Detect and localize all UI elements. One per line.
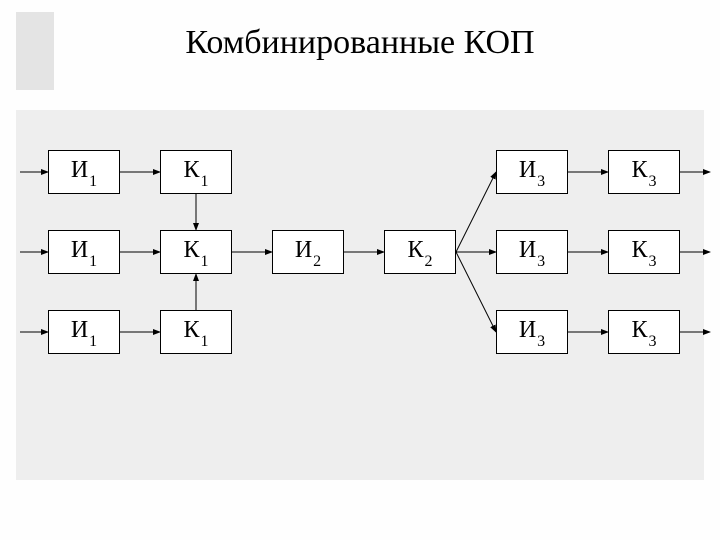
flowchart-node: К1 [160,150,232,194]
flowchart-node: И3 [496,310,568,354]
flowchart-node: И1 [48,310,120,354]
flowchart-node: И3 [496,150,568,194]
flowchart-node: К1 [160,230,232,274]
flowchart-node: К3 [608,150,680,194]
flowchart-node: К1 [160,310,232,354]
flowchart-node: К3 [608,310,680,354]
flowchart-node: И1 [48,150,120,194]
flowchart-node: К2 [384,230,456,274]
flowchart-diagram: И1 К1 И3 К3 И1 К1 И2 К2 И3 К3 И1 К1 И3 К3 [0,0,720,540]
flowchart-node: И3 [496,230,568,274]
flowchart-node: И1 [48,230,120,274]
flowchart-node: К3 [608,230,680,274]
flowchart-node: И2 [272,230,344,274]
